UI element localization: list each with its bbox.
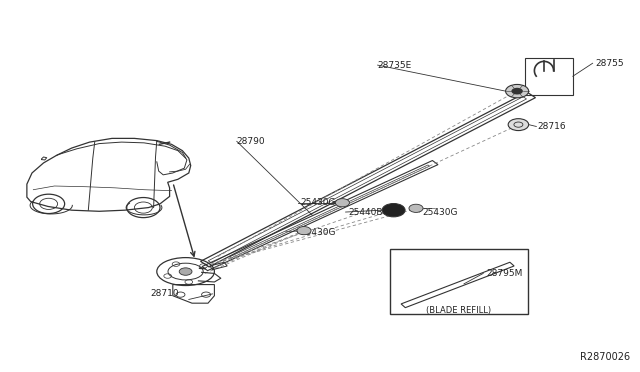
Text: 25430G: 25430G xyxy=(422,208,458,217)
Bar xyxy=(525,58,573,95)
Circle shape xyxy=(506,84,529,98)
Text: 25440B: 25440B xyxy=(349,208,383,217)
Circle shape xyxy=(335,199,349,207)
Circle shape xyxy=(179,268,192,275)
Text: R2870026: R2870026 xyxy=(580,352,630,362)
Text: 28795M: 28795M xyxy=(486,269,523,278)
Text: 28716: 28716 xyxy=(538,122,566,131)
Circle shape xyxy=(508,119,529,131)
Text: 28790: 28790 xyxy=(237,137,266,146)
Circle shape xyxy=(409,204,423,212)
Bar xyxy=(390,249,528,314)
Text: 28710: 28710 xyxy=(150,289,179,298)
Text: 28755: 28755 xyxy=(595,59,624,68)
Text: 25430G: 25430G xyxy=(301,198,336,207)
Circle shape xyxy=(297,227,311,235)
Text: 28735E: 28735E xyxy=(378,61,412,70)
Text: (BLADE REFILL): (BLADE REFILL) xyxy=(426,306,492,315)
Text: 25430G: 25430G xyxy=(301,228,336,237)
Circle shape xyxy=(382,203,405,217)
Circle shape xyxy=(511,88,523,94)
